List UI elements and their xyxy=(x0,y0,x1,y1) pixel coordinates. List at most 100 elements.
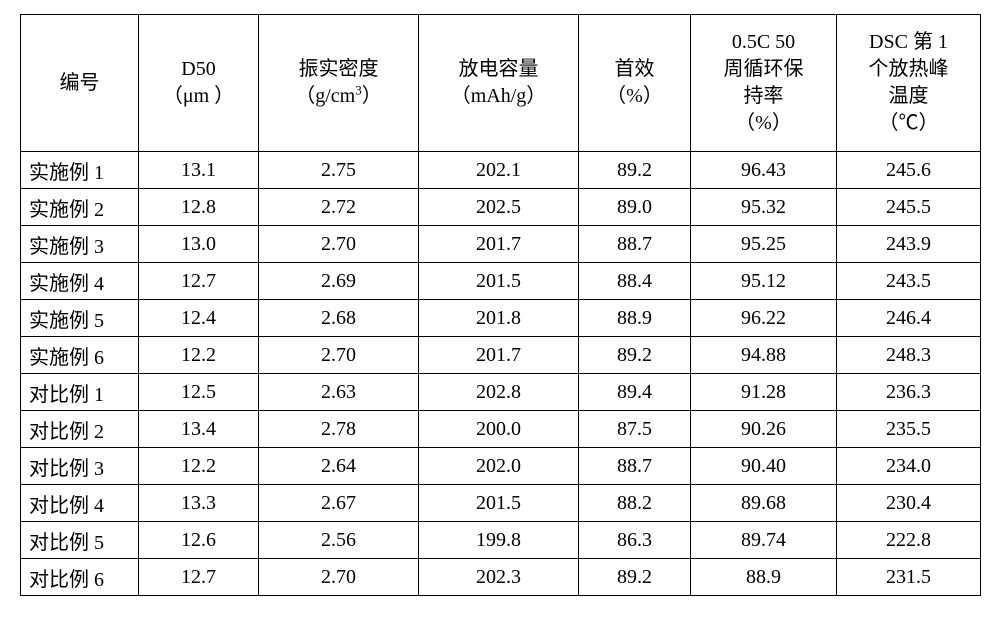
table-cell: 90.40 xyxy=(691,448,837,485)
col-header-dsc-peak: DSC 第 1 个放热峰 温度 （℃） xyxy=(837,15,981,152)
col-header-tap-density: 振实密度 （g/cm3） xyxy=(259,15,419,152)
table-cell: 222.8 xyxy=(837,522,981,559)
table-cell: 2.78 xyxy=(259,411,419,448)
table-cell: 235.5 xyxy=(837,411,981,448)
table-cell: 13.3 xyxy=(139,485,259,522)
table-cell: 89.2 xyxy=(579,559,691,596)
table-cell: 2.70 xyxy=(259,559,419,596)
table-cell: 12.5 xyxy=(139,374,259,411)
col-header-discharge-capacity: 放电容量 （mAh/g） xyxy=(419,15,579,152)
table-cell: 88.2 xyxy=(579,485,691,522)
table-cell: 245.6 xyxy=(837,152,981,189)
table-cell: 88.4 xyxy=(579,263,691,300)
table-cell: 13.0 xyxy=(139,226,259,263)
table-cell: 实施例 5 xyxy=(21,300,139,337)
table-cell: 202.5 xyxy=(419,189,579,226)
table-cell: 201.5 xyxy=(419,263,579,300)
data-table: 编号 D50 （μm ） 振实密度 （g/cm3） 放电容量 （mAh/g） 首… xyxy=(20,14,981,596)
table-cell: 88.9 xyxy=(691,559,837,596)
table-row: 实施例 212.82.72202.589.095.32245.5 xyxy=(21,189,981,226)
table-cell: 实施例 2 xyxy=(21,189,139,226)
table-row: 实施例 412.72.69201.588.495.12243.5 xyxy=(21,263,981,300)
table-row: 对比例 413.32.67201.588.289.68230.4 xyxy=(21,485,981,522)
table-body: 实施例 113.12.75202.189.296.43245.6实施例 212.… xyxy=(21,152,981,596)
table-cell: 89.0 xyxy=(579,189,691,226)
table-row: 实施例 113.12.75202.189.296.43245.6 xyxy=(21,152,981,189)
table-cell: 202.1 xyxy=(419,152,579,189)
header-row: 编号 D50 （μm ） 振实密度 （g/cm3） 放电容量 （mAh/g） 首… xyxy=(21,15,981,152)
table-cell: 96.22 xyxy=(691,300,837,337)
table-cell: 13.1 xyxy=(139,152,259,189)
table-cell: 248.3 xyxy=(837,337,981,374)
table-cell: 91.28 xyxy=(691,374,837,411)
table-cell: 201.5 xyxy=(419,485,579,522)
table-cell: 201.7 xyxy=(419,226,579,263)
table-cell: 2.72 xyxy=(259,189,419,226)
table-cell: 实施例 4 xyxy=(21,263,139,300)
table-cell: 86.3 xyxy=(579,522,691,559)
table-cell: 95.32 xyxy=(691,189,837,226)
table-cell: 对比例 2 xyxy=(21,411,139,448)
table-cell: 13.4 xyxy=(139,411,259,448)
table-cell: 231.5 xyxy=(837,559,981,596)
table-cell: 201.8 xyxy=(419,300,579,337)
table-cell: 243.5 xyxy=(837,263,981,300)
table-row: 对比例 213.42.78200.087.590.26235.5 xyxy=(21,411,981,448)
col-header-d50: D50 （μm ） xyxy=(139,15,259,152)
table-cell: 236.3 xyxy=(837,374,981,411)
table-cell: 对比例 1 xyxy=(21,374,139,411)
table-cell: 88.7 xyxy=(579,448,691,485)
table-cell: 87.5 xyxy=(579,411,691,448)
table-cell: 12.7 xyxy=(139,559,259,596)
table-cell: 89.4 xyxy=(579,374,691,411)
table-cell: 90.26 xyxy=(691,411,837,448)
table-row: 对比例 312.22.64202.088.790.40234.0 xyxy=(21,448,981,485)
col-header-id: 编号 xyxy=(21,15,139,152)
table-row: 实施例 612.22.70201.789.294.88248.3 xyxy=(21,337,981,374)
table-cell: 2.70 xyxy=(259,337,419,374)
table-cell: 对比例 6 xyxy=(21,559,139,596)
table-cell: 202.0 xyxy=(419,448,579,485)
col-header-first-efficiency: 首效 （%） xyxy=(579,15,691,152)
table-cell: 2.63 xyxy=(259,374,419,411)
table-cell: 89.2 xyxy=(579,152,691,189)
table-cell: 89.74 xyxy=(691,522,837,559)
table-cell: 88.9 xyxy=(579,300,691,337)
table-cell: 245.5 xyxy=(837,189,981,226)
table-row: 对比例 112.52.63202.889.491.28236.3 xyxy=(21,374,981,411)
table-cell: 12.8 xyxy=(139,189,259,226)
table-cell: 199.8 xyxy=(419,522,579,559)
table-cell: 96.43 xyxy=(691,152,837,189)
table-cell: 234.0 xyxy=(837,448,981,485)
table-cell: 246.4 xyxy=(837,300,981,337)
table-cell: 88.7 xyxy=(579,226,691,263)
table-cell: 230.4 xyxy=(837,485,981,522)
table-cell: 243.9 xyxy=(837,226,981,263)
table-cell: 2.69 xyxy=(259,263,419,300)
table-cell: 对比例 5 xyxy=(21,522,139,559)
table-cell: 201.7 xyxy=(419,337,579,374)
table-cell: 95.25 xyxy=(691,226,837,263)
table-cell: 12.4 xyxy=(139,300,259,337)
table-cell: 89.68 xyxy=(691,485,837,522)
table-row: 对比例 612.72.70202.389.288.9231.5 xyxy=(21,559,981,596)
table-cell: 2.68 xyxy=(259,300,419,337)
table-cell: 对比例 4 xyxy=(21,485,139,522)
table-cell: 2.75 xyxy=(259,152,419,189)
table-cell: 200.0 xyxy=(419,411,579,448)
table-row: 实施例 512.42.68201.888.996.22246.4 xyxy=(21,300,981,337)
table-cell: 对比例 3 xyxy=(21,448,139,485)
table-cell: 实施例 1 xyxy=(21,152,139,189)
table-cell: 2.70 xyxy=(259,226,419,263)
col-header-cycle-retention: 0.5C 50 周循环保 持率 （%） xyxy=(691,15,837,152)
table-cell: 2.67 xyxy=(259,485,419,522)
table-cell: 202.8 xyxy=(419,374,579,411)
table-cell: 2.56 xyxy=(259,522,419,559)
table-row: 对比例 512.62.56199.886.389.74222.8 xyxy=(21,522,981,559)
table-cell: 12.7 xyxy=(139,263,259,300)
table-cell: 89.2 xyxy=(579,337,691,374)
table-cell: 实施例 3 xyxy=(21,226,139,263)
table-cell: 95.12 xyxy=(691,263,837,300)
table-row: 实施例 313.02.70201.788.795.25243.9 xyxy=(21,226,981,263)
table-cell: 94.88 xyxy=(691,337,837,374)
